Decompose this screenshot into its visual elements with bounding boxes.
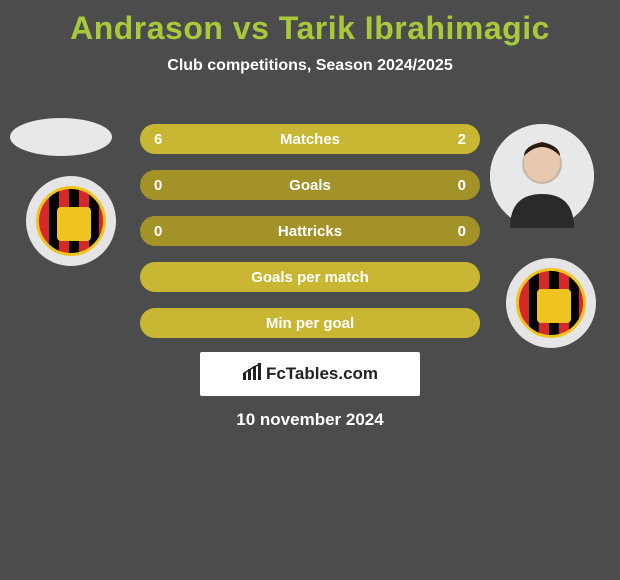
club-emblem-icon [57, 207, 91, 241]
stat-right-value: 0 [458, 177, 466, 194]
date-text: 10 november 2024 [0, 410, 620, 430]
player-right-avatar [490, 124, 594, 228]
player-left-avatar [10, 118, 112, 156]
page-title: Andrason vs Tarik Ibrahimagic [0, 0, 620, 47]
person-icon [490, 124, 594, 228]
stat-row: Goals per match [140, 262, 480, 292]
stat-left-value: 6 [154, 131, 162, 148]
stat-row: Min per goal [140, 308, 480, 338]
club-crest-icon [36, 186, 106, 256]
stat-row: Hattricks0 0 [140, 216, 480, 246]
stat-row: Matches6 2 [140, 124, 480, 154]
stat-label: Hattricks [140, 223, 480, 240]
club-right-badge [506, 258, 596, 348]
stat-row: Goals0 0 [140, 170, 480, 200]
stat-label: Min per goal [140, 315, 480, 332]
stat-left-value: 0 [154, 177, 162, 194]
brand-badge: FcTables.com [200, 352, 420, 396]
stat-right-value: 2 [458, 131, 466, 148]
comparison-bars: Matches62Goals00Hattricks00Goals per mat… [140, 124, 480, 354]
stat-label: Goals per match [140, 269, 480, 286]
club-left-badge [26, 176, 116, 266]
club-crest-icon [516, 268, 586, 338]
title-player-right: Tarik Ibrahimagic [279, 10, 550, 46]
club-emblem-icon [537, 289, 571, 323]
stat-left-value: 0 [154, 223, 162, 240]
subtitle: Club competitions, Season 2024/2025 [0, 57, 620, 75]
title-player-left: Andrason [70, 10, 223, 46]
stat-label: Matches [140, 131, 480, 148]
brand-text: FcTables.com [266, 364, 378, 384]
stat-label: Goals [140, 177, 480, 194]
bar-chart-icon [242, 363, 262, 386]
title-vs: vs [223, 10, 278, 46]
stat-right-value: 0 [458, 223, 466, 240]
